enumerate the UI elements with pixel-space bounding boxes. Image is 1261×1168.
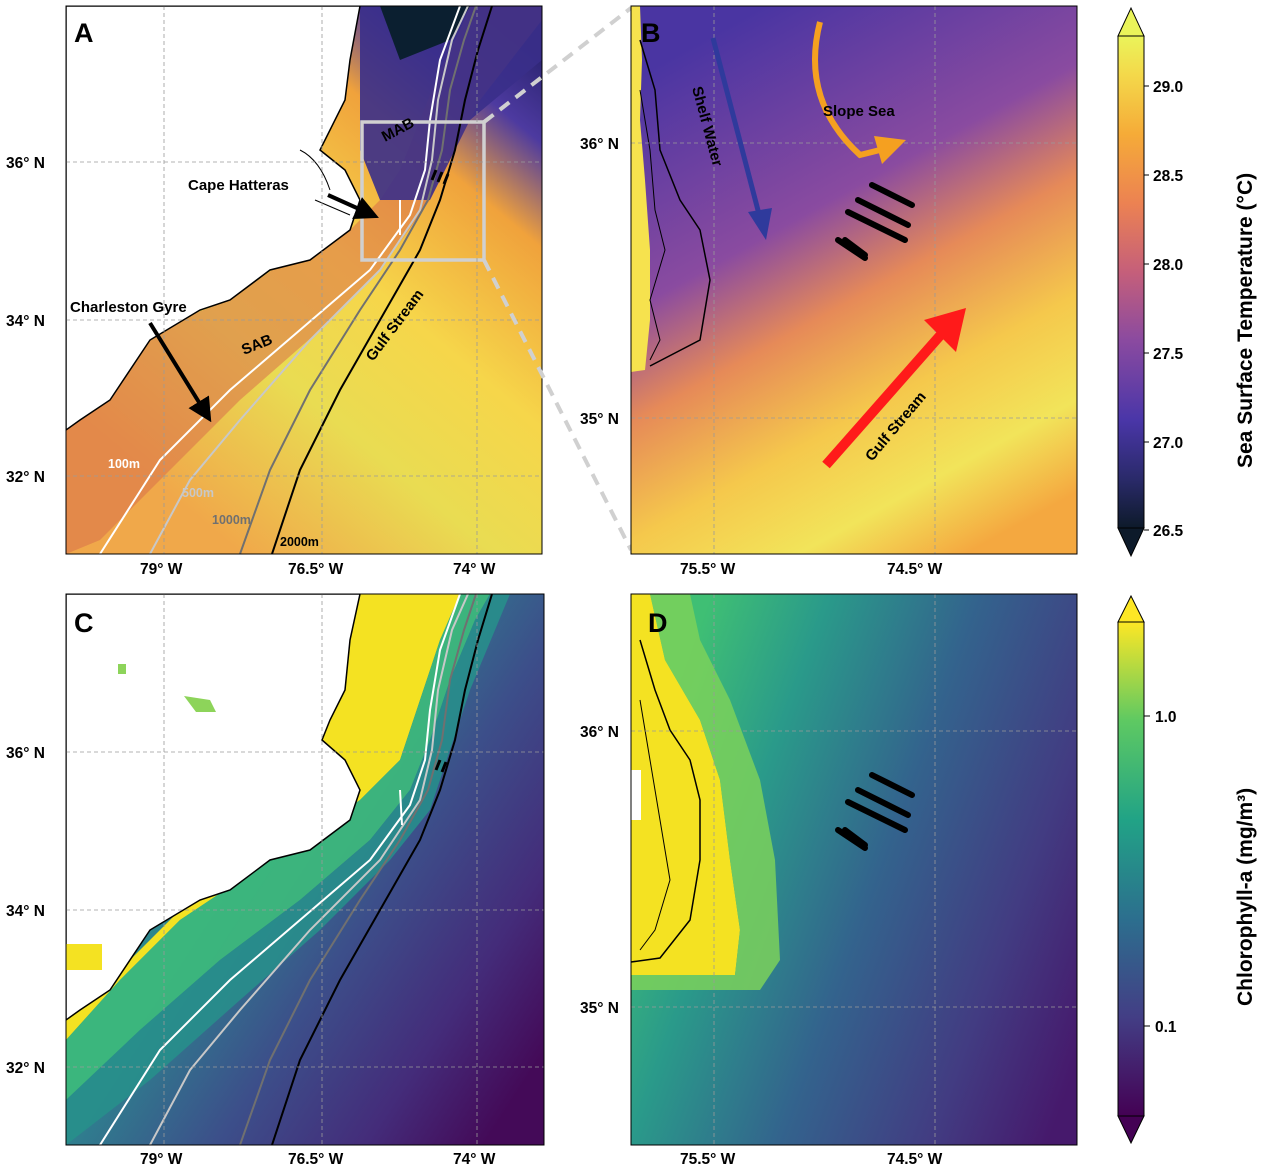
chl-tick-1: 1.0 (1155, 709, 1177, 726)
panel-b-map (631, 6, 1077, 554)
isobath-1000m-a (239, 6, 477, 554)
tick-lon-c-79: 79° W (140, 1151, 183, 1168)
land-a (66, 6, 361, 431)
tick-lon-a-74: 74° W (453, 561, 496, 578)
tick-lon-d-745: 74.5° W (887, 1151, 943, 1168)
tick-lon-a-79: 79° W (140, 561, 183, 578)
tick-lat-c-32: 32° N (6, 1060, 45, 1077)
shelf-water-arrow (710, 37, 763, 219)
panel-letter-b: B (641, 18, 661, 48)
label-charleston-gyre: Charleston Gyre (70, 299, 187, 316)
tick-lat-b-36: 36° N (580, 136, 619, 153)
label-iso-1000: 1000m (212, 513, 251, 527)
tick-lat-d-35: 35° N (580, 1000, 619, 1017)
sst-tick-275: 27.5 (1153, 346, 1184, 363)
zoom-box (360, 120, 486, 262)
tick-lon-b-745: 74.5° W (887, 561, 943, 578)
tick-lon-c-74: 74° W (453, 1151, 496, 1168)
zoom-connector-top (482, 6, 633, 124)
panel-a-map (66, 6, 542, 554)
label-iso-100: 100m (108, 457, 140, 471)
tick-lon-b-755: 75.5° W (680, 561, 736, 578)
chl-tick-01: 0.1 (1155, 1019, 1177, 1036)
label-iso-2000: 2000m (280, 535, 319, 549)
panel-letter-a: A (74, 18, 94, 48)
colorbar-sst-title: Sea Surface Temperature (°C) (1234, 173, 1257, 468)
panel-letter-d: D (648, 608, 668, 638)
tick-lat-c-34: 34° N (6, 903, 45, 920)
tick-lat-a-34: 34° N (6, 313, 45, 330)
sst-tick-285: 28.5 (1153, 168, 1184, 185)
panel-c-map (66, 594, 544, 1145)
label-iso-500: 500m (182, 486, 214, 500)
tick-lon-a-765: 76.5° W (288, 561, 344, 578)
gulf-stream-arrow (822, 326, 949, 469)
label-slope-sea: Slope Sea (823, 103, 895, 120)
sst-tick-29: 29.0 (1153, 79, 1183, 96)
colorbar-sst (1117, 6, 1149, 558)
sst-tick-28: 28.0 (1153, 257, 1183, 274)
tick-lat-c-36: 36° N (6, 745, 45, 762)
sst-tick-27: 27.0 (1153, 435, 1183, 452)
land-b (631, 6, 650, 372)
isobath-500m-a (149, 6, 469, 554)
tick-lat-a-32: 32° N (6, 469, 45, 486)
isobath-2000m-a (271, 6, 493, 554)
charleston-gyre-arrow (148, 321, 212, 423)
slope-sea-arrow (812, 21, 881, 159)
sst-tick-265: 26.5 (1153, 523, 1184, 540)
panel-d-map (631, 594, 1077, 1145)
land-c (66, 594, 361, 1021)
colorbar-chl (1117, 594, 1150, 1145)
tick-lon-c-765: 76.5° W (288, 1151, 344, 1168)
panel-letter-c: C (74, 608, 94, 638)
tick-lat-d-36: 36° N (580, 724, 619, 741)
zoom-connector-bottom (482, 259, 633, 551)
tick-lat-a-36: 36° N (6, 155, 45, 172)
label-cape-hatteras: Cape Hatteras (188, 177, 289, 194)
colorbar-chl-title: Chlorophyll-a (mg/m³) (1234, 788, 1257, 1006)
tick-lat-b-35: 35° N (580, 411, 619, 428)
cape-hatteras-arrow (327, 193, 379, 220)
isobath-100m-a (99, 6, 461, 554)
tick-lon-d-755: 75.5° W (680, 1151, 736, 1168)
